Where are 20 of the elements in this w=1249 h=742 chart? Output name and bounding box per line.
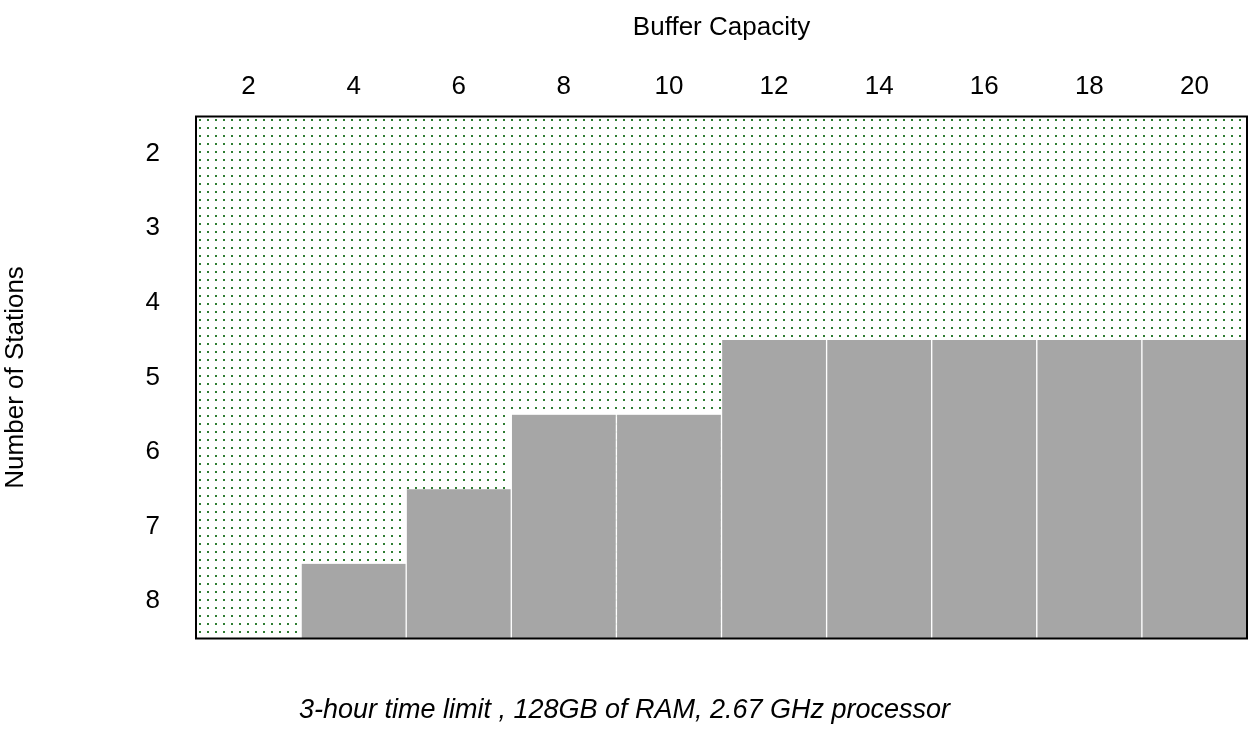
x-tick-label: 20 [1179,69,1209,100]
y-tick-label: 7 [145,509,160,540]
x-tick-label: 6 [451,69,466,100]
y-tick-label: 8 [145,584,160,615]
x-tick-label: 12 [759,69,789,100]
y-tick-label: 4 [145,286,160,316]
x-tick-label: 8 [556,69,572,100]
text: 3-hour time limit , 128GB of RAM, 2.67 GHz processor [297,694,952,725]
x-axis-title: Buffer Capacity [632,10,811,41]
y-tick-label: 3 [145,211,160,242]
y-tick-label: 2 [145,136,160,167]
x-tick-label: 18 [1074,69,1104,100]
x-tick-label: 4 [346,69,361,100]
y-tick-label: 5 [145,360,160,391]
y-tick-label: 6 [145,435,160,466]
x-tick-label: 16 [969,69,999,100]
y-axis-title: Number of Stations [0,266,29,489]
x-tick-label: 2 [241,69,256,100]
x-tick-label: 10 [654,69,684,100]
x-tick-label: 14 [864,69,894,100]
